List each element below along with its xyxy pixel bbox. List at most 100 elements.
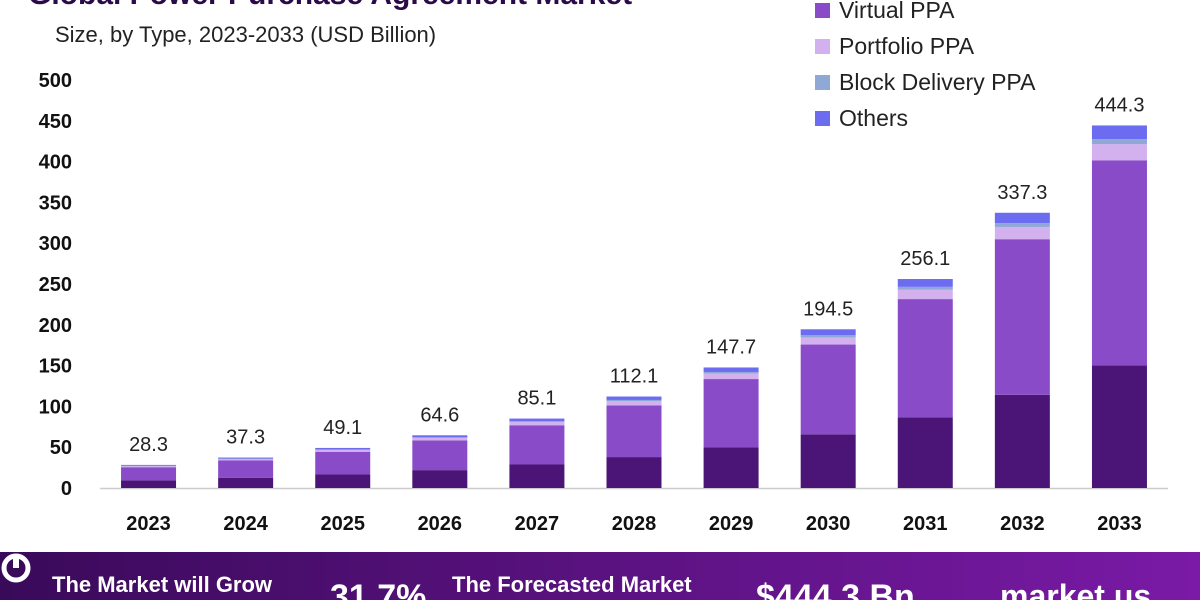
bar-virtual-ppa	[1091, 160, 1147, 366]
bar-block-delivery-ppa	[412, 437, 468, 438]
bar-base-segment	[606, 457, 662, 488]
bar-portfolio-ppa	[315, 449, 371, 452]
bar-portfolio-ppa	[121, 466, 177, 468]
y-tick-label: 200	[39, 315, 72, 337]
bar-total-label: 112.1	[610, 366, 659, 388]
bar-base-segment	[218, 477, 274, 488]
bar-base-segment	[315, 474, 371, 488]
bar-others	[509, 418, 565, 422]
bar-block-delivery-ppa	[509, 421, 565, 423]
bar-total-label: 256.1	[900, 248, 950, 270]
legend-item-virtual-ppa: Virtual PPA	[815, 0, 1035, 28]
bar-virtual-ppa	[606, 405, 662, 458]
bar-total-label: 28.3	[129, 434, 168, 456]
bar-virtual-ppa	[315, 451, 371, 475]
bar-others	[315, 447, 371, 450]
legend-item-portfolio-ppa: Portfolio PPA	[815, 28, 1035, 64]
bar-block-delivery-ppa	[1091, 139, 1147, 145]
y-tick-label: 500	[39, 70, 72, 92]
bar-virtual-ppa	[218, 460, 274, 478]
legend-swatch	[815, 2, 830, 18]
bar-virtual-ppa	[412, 440, 468, 471]
x-tick-label: 2030	[806, 513, 851, 535]
bar-virtual-ppa	[703, 379, 759, 448]
bar-virtual-ppa	[509, 425, 565, 465]
bar-total-label: 49.1	[323, 417, 362, 439]
bar-total-label: 64.6	[420, 404, 459, 426]
y-tick-label: 50	[50, 437, 72, 459]
chart-subtitle: Size, by Type, 2023-2033 (USD Billion)	[55, 22, 437, 47]
bar-portfolio-ppa	[897, 289, 953, 300]
legend-swatch	[815, 110, 830, 126]
x-tick-label: 2026	[418, 513, 463, 535]
bar-base-segment	[509, 464, 565, 488]
bar-base-segment	[412, 470, 468, 488]
bar-portfolio-ppa	[1091, 144, 1147, 161]
bar-total-label: 444.3	[1094, 94, 1144, 116]
bar-others	[800, 329, 856, 336]
bar-block-delivery-ppa	[606, 399, 662, 402]
banner-growth-value: 31.7%	[330, 578, 427, 600]
y-tick-label: 300	[39, 233, 72, 255]
bar-portfolio-ppa	[412, 437, 468, 441]
bar-portfolio-ppa	[703, 373, 759, 380]
x-tick-label: 2027	[515, 513, 560, 535]
bar-base-segment	[897, 417, 953, 488]
x-tick-label: 2024	[223, 513, 268, 535]
legend-item-others: Others	[815, 100, 1035, 136]
banner-growth-text: The Market will Grow	[52, 572, 273, 597]
promo-banner: The Market will Grow 31.7% The Forecaste…	[0, 552, 1200, 600]
bar-base-segment	[1091, 365, 1147, 488]
bar-virtual-ppa	[897, 299, 953, 418]
bar-portfolio-ppa	[994, 226, 1050, 240]
x-tick-label: 2032	[1000, 513, 1045, 535]
x-tick-label: 2033	[1097, 513, 1142, 535]
legend-swatch	[815, 38, 830, 54]
legend-swatch	[815, 74, 830, 90]
bar-portfolio-ppa	[800, 337, 856, 345]
y-tick-label: 250	[39, 274, 72, 296]
bar-virtual-ppa	[994, 239, 1050, 395]
stacked-bar-chart: 0 50 100 150 200 250 300 350 400 450 500 28.3 2023 37…	[39, 70, 1168, 535]
bar-total-label: 147.7	[706, 336, 756, 358]
bar-portfolio-ppa	[509, 422, 565, 426]
legend-label: Others	[839, 104, 909, 131]
market-us-logo-icon	[1, 553, 31, 583]
bar-others	[121, 464, 177, 466]
bar-block-delivery-ppa	[315, 449, 371, 450]
bar-total-label: 194.5	[803, 298, 853, 320]
banner-forecast-value: $444.3 Bn	[756, 578, 915, 600]
bar-portfolio-ppa	[218, 459, 274, 461]
x-tick-label: 2028	[612, 513, 657, 535]
bar-block-delivery-ppa	[897, 286, 953, 290]
y-tick-label: 0	[61, 478, 72, 500]
y-tick-label: 350	[39, 192, 72, 214]
chart-legend: Virtual PPA Portfolio PPA Block Delivery…	[815, 0, 1035, 136]
bar-total-label: 85.1	[517, 388, 556, 410]
legend-item-block-delivery-ppa: Block Delivery PPA	[815, 64, 1035, 100]
y-tick-label: 450	[39, 111, 72, 133]
y-tick-label: 100	[39, 396, 72, 418]
x-tick-label: 2031	[903, 513, 948, 535]
bar-block-delivery-ppa	[994, 223, 1050, 227]
bar-others	[1091, 125, 1147, 140]
legend-label: Virtual PPA	[839, 0, 955, 23]
x-tick-label: 2029	[709, 513, 754, 535]
bar-total-label: 337.3	[997, 182, 1047, 204]
bar-virtual-ppa	[121, 467, 177, 481]
bar-block-delivery-ppa	[800, 335, 856, 338]
legend-label: Portfolio PPA	[839, 32, 975, 59]
bar-others	[703, 367, 759, 372]
bar-others	[412, 435, 468, 438]
legend-label: Block Delivery PPA	[839, 68, 1036, 95]
bar-total-label: 37.3	[226, 427, 265, 449]
brand-logo-text: market.us	[1000, 578, 1152, 600]
bar-others	[218, 457, 274, 459]
y-tick-label: 400	[39, 152, 72, 174]
banner-forecast-text: The Forecasted Market	[452, 572, 692, 597]
bar-base-segment	[121, 480, 177, 488]
y-tick-label: 150	[39, 356, 72, 378]
bar-base-segment	[994, 394, 1050, 488]
bar-virtual-ppa	[800, 344, 856, 435]
x-tick-label: 2025	[320, 513, 365, 535]
